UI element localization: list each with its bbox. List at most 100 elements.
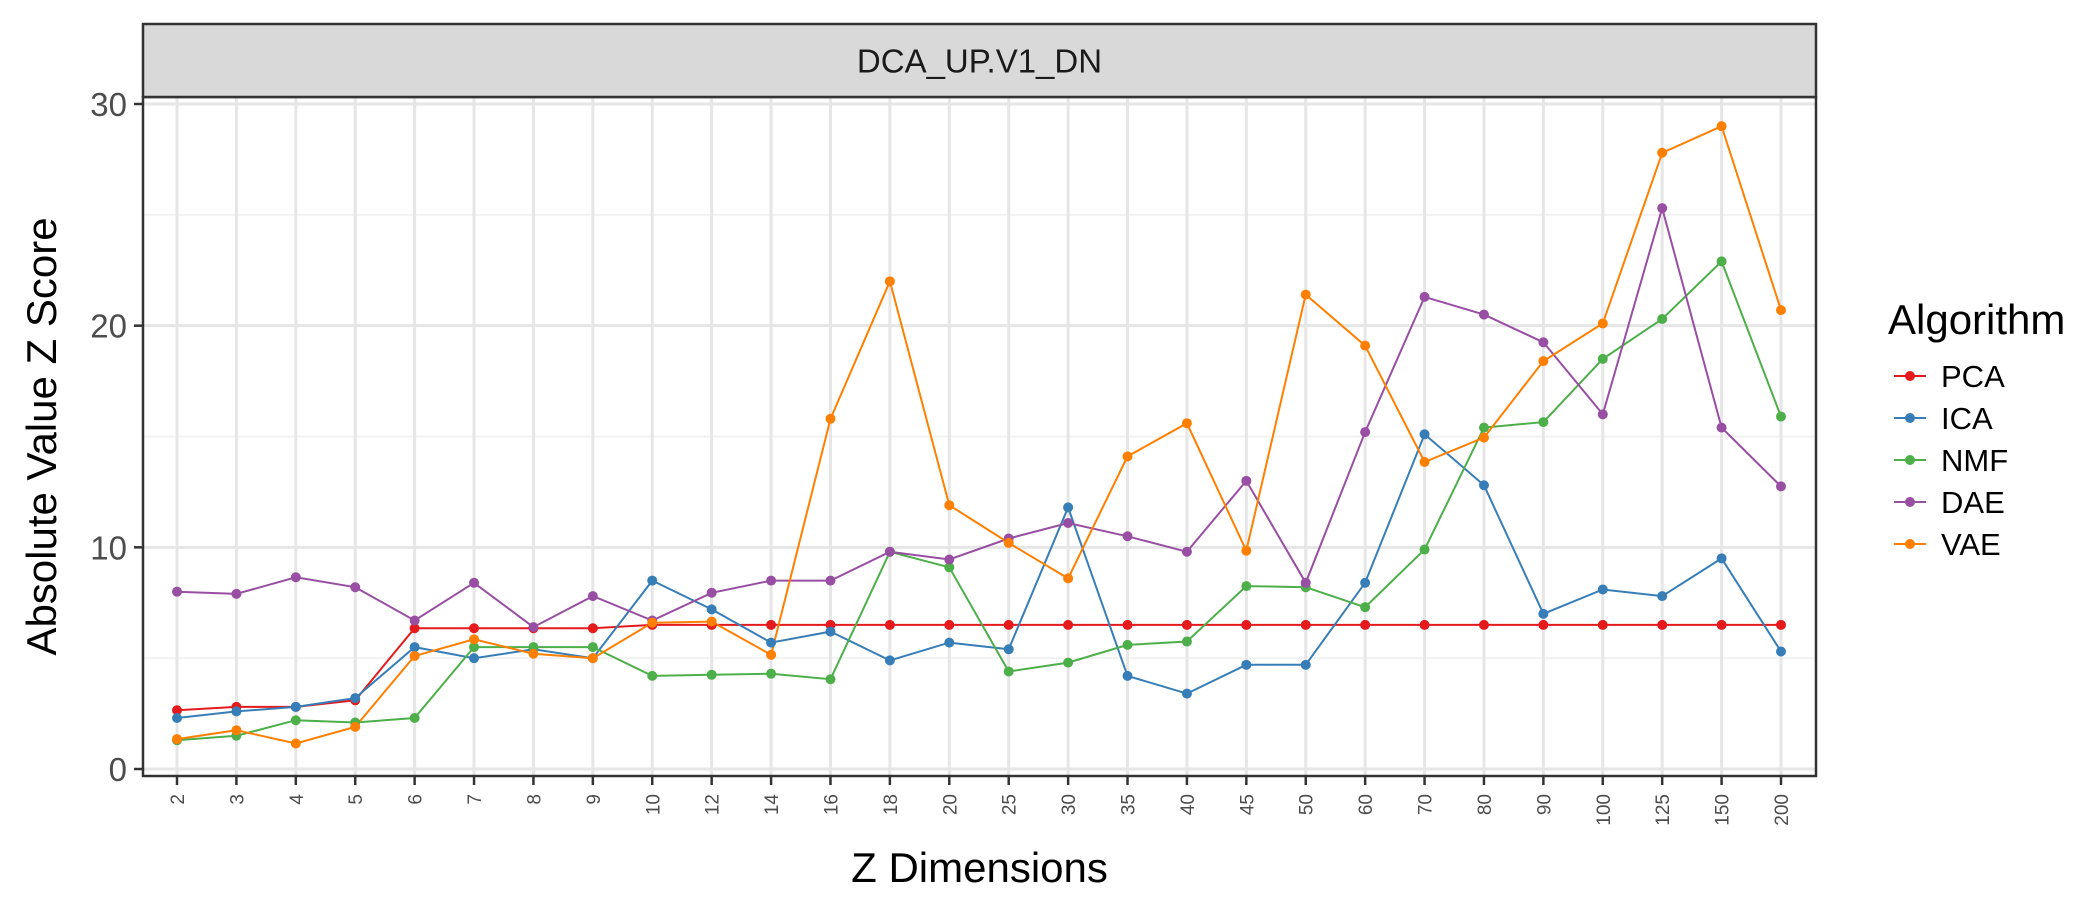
- legend-item-vae: VAE: [1894, 527, 2001, 562]
- data-point-nmf: [1241, 581, 1252, 592]
- data-point-ica: [825, 626, 836, 637]
- x-tick-label: 25: [1000, 794, 1021, 815]
- x-tick-label: 3: [227, 794, 248, 805]
- data-point-ica: [1419, 429, 1430, 440]
- data-point-pca: [1122, 619, 1133, 630]
- x-tick-label: 125: [1653, 794, 1674, 826]
- data-point-nmf: [1478, 422, 1489, 433]
- data-point-ica: [1597, 584, 1608, 595]
- data-point-ica: [1360, 577, 1371, 588]
- data-point-dae: [1478, 309, 1489, 320]
- data-point-ica: [1657, 591, 1668, 602]
- series-points: [172, 121, 1786, 749]
- x-tick-label: 40: [1178, 794, 1199, 815]
- data-point-vae: [409, 650, 420, 661]
- y-tick-label: 20: [90, 308, 127, 345]
- data-point-dae: [469, 577, 480, 588]
- data-point-pca: [1716, 619, 1727, 630]
- data-point-vae: [944, 500, 955, 511]
- legend-label: NMF: [1941, 443, 2008, 478]
- x-tick-label: 4: [287, 794, 308, 805]
- data-point-pca: [1776, 619, 1786, 630]
- data-point-dae: [528, 622, 539, 633]
- legend-label: PCA: [1941, 359, 2005, 394]
- data-point-nmf: [1063, 657, 1074, 668]
- data-point-dae: [231, 588, 242, 599]
- legend-item-dae: DAE: [1894, 485, 2005, 520]
- data-point-pca: [409, 623, 420, 634]
- data-point-pca: [1181, 619, 1192, 630]
- x-tick-label: 18: [881, 794, 902, 815]
- data-point-ica: [1776, 646, 1786, 657]
- data-point-nmf: [1122, 639, 1133, 650]
- data-point-vae: [587, 653, 598, 664]
- legend-title: Algorithm: [1888, 296, 2065, 343]
- data-point-pca: [1300, 619, 1311, 630]
- x-tick-label: 45: [1237, 794, 1258, 815]
- data-point-ica: [706, 604, 717, 615]
- x-tick-label: 35: [1119, 794, 1140, 815]
- x-tick-label: 12: [703, 794, 724, 815]
- data-point-ica: [884, 655, 895, 666]
- data-point-dae: [884, 546, 895, 557]
- x-tick-label: 90: [1534, 794, 1555, 815]
- data-point-vae: [290, 738, 301, 749]
- data-point-ica: [231, 706, 242, 717]
- data-point-nmf: [409, 713, 420, 724]
- data-point-ica: [1181, 688, 1192, 699]
- legend-items: PCA ICA NMF DAE VAE: [1894, 359, 2008, 562]
- x-tick-label: 10: [643, 794, 664, 815]
- data-point-pca: [1538, 619, 1549, 630]
- data-point-dae: [1300, 577, 1311, 588]
- minor-gridlines: [143, 213, 1816, 660]
- data-point-dae: [350, 582, 361, 593]
- data-point-dae: [587, 591, 598, 602]
- data-point-pca: [944, 619, 955, 630]
- x-tick-label: 2: [168, 794, 189, 805]
- data-point-pca: [1657, 619, 1668, 630]
- data-point-vae: [1241, 545, 1252, 556]
- data-point-ica: [290, 701, 301, 712]
- data-point-vae: [469, 634, 480, 645]
- legend-label: DAE: [1941, 485, 2005, 520]
- y-axis: 0 10 20 30: [90, 86, 143, 788]
- data-point-nmf: [766, 668, 777, 679]
- data-point-dae: [944, 554, 955, 565]
- series-line-dae: [176, 204, 1782, 629]
- data-point-ica: [1063, 502, 1074, 513]
- data-point-nmf: [290, 715, 301, 726]
- x-tick-label: 70: [1416, 794, 1437, 815]
- series-line-nmf: [176, 259, 1782, 742]
- facet-strip: [141, 22, 1818, 99]
- data-point-dae: [1122, 531, 1133, 542]
- data-point-nmf: [587, 642, 598, 653]
- data-point-pca: [884, 619, 895, 630]
- data-point-vae: [1063, 573, 1074, 584]
- data-point-dae: [1776, 481, 1786, 492]
- data-point-pca: [1241, 619, 1252, 630]
- data-point-vae: [884, 276, 895, 287]
- data-point-nmf: [1360, 602, 1371, 613]
- data-point-pca: [469, 623, 480, 634]
- x-axis-title: Z Dimensions: [851, 844, 1108, 891]
- data-point-ica: [1300, 659, 1311, 670]
- x-axis: 2 3 4 5 6 7 8 9 10 12 14 16 18 20 25 30 35 40 45 50 60 70 80 90…: [168, 776, 1793, 826]
- data-point-dae: [1716, 422, 1727, 433]
- data-point-dae: [706, 587, 717, 598]
- data-point-vae: [172, 734, 182, 745]
- data-point-ica: [647, 575, 658, 586]
- data-point-nmf: [1776, 411, 1786, 422]
- legend-item-nmf: NMF: [1894, 443, 2008, 478]
- data-point-nmf: [1538, 417, 1549, 428]
- data-point-ica: [944, 637, 955, 648]
- x-tick-label: 7: [465, 794, 486, 805]
- y-axis-title: Absolute Value Z Score: [18, 217, 65, 655]
- data-point-dae: [1241, 475, 1252, 486]
- legend-key-point: [1905, 539, 1915, 549]
- data-point-dae: [1597, 409, 1608, 420]
- x-tick-label: 150: [1713, 794, 1734, 826]
- legend-key-point: [1905, 413, 1915, 423]
- data-point-pca: [1003, 619, 1014, 630]
- data-point-ica: [350, 693, 361, 704]
